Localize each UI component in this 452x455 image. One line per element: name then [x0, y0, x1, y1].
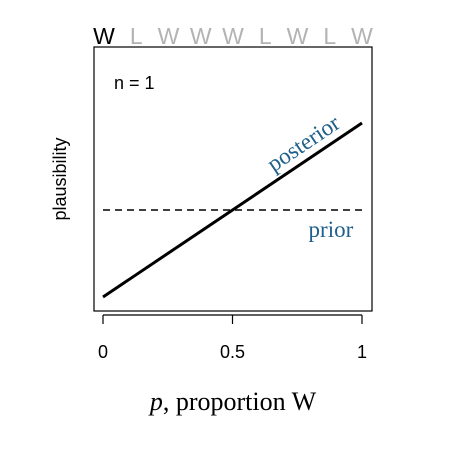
x-axis-label-text: , proportion W: [163, 387, 317, 416]
sequence-item: W: [351, 23, 373, 49]
sequence-item: L: [130, 23, 143, 49]
x-tick-label: 0: [98, 342, 108, 362]
plot-frame: [93, 46, 373, 312]
sequence-item: W: [93, 23, 115, 49]
x-axis: 0 0.5 1: [98, 314, 367, 362]
x-tick-label: 1: [357, 342, 367, 362]
sequence-item: L: [259, 23, 272, 49]
series-label-prior: prior: [309, 217, 354, 242]
sequence-item: W: [158, 23, 180, 49]
sequence-item: W: [222, 23, 244, 49]
x-axis-label-variable: p: [148, 387, 163, 416]
sequence-item: L: [323, 23, 336, 49]
sequence-item: W: [287, 23, 309, 49]
x-tick-label: 0.5: [220, 342, 245, 362]
y-axis-label: plausibility: [50, 137, 70, 220]
sequence-item: W: [190, 23, 212, 49]
series-line-posterior: [102, 121, 363, 299]
x-axis-label: p, proportion W: [148, 387, 317, 416]
sample-size-annotation: n = 1: [114, 73, 155, 93]
series-lines: [102, 121, 363, 299]
